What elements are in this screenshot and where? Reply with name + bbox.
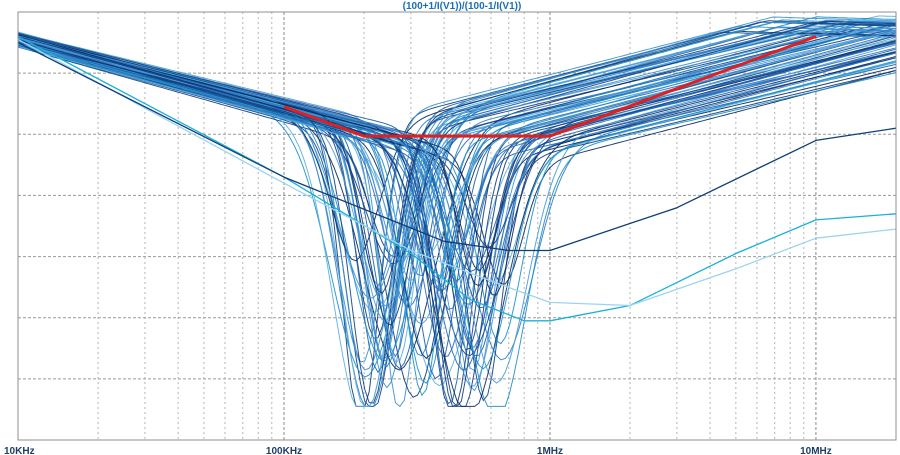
family-curve	[17, 30, 897, 264]
family-curve	[17, 22, 897, 404]
family-curve	[17, 35, 897, 384]
family-curve	[17, 39, 897, 407]
family-curve	[17, 43, 897, 370]
x-tick-label: 10MHz	[800, 446, 832, 455]
curve-family	[17, 15, 897, 408]
family-curve	[17, 34, 897, 407]
limit-line	[283, 35, 817, 138]
family-curve	[17, 46, 897, 249]
family-curve	[17, 20, 897, 294]
plot-area-border	[17, 11, 897, 441]
x-tick-label: 10KHz	[4, 446, 35, 455]
chart-title: (100+1/I(V1))/(100-1/I(V1))	[403, 1, 522, 12]
x-tick-label: 1MHz	[537, 446, 563, 455]
family-curve	[17, 30, 897, 260]
family-curve	[17, 43, 897, 407]
family-curve	[17, 32, 897, 281]
outlier-curve	[17, 35, 897, 322]
outlier-curve	[17, 38, 897, 307]
family-curve	[17, 27, 897, 307]
x-axis-tick-labels: 10KHz 100KHz 1MHz 10MHz	[4, 446, 832, 455]
x-tick-label: 100KHz	[266, 446, 302, 455]
outlier-curves	[17, 35, 897, 322]
family-curve	[17, 20, 897, 326]
outlier-curve	[17, 42, 897, 252]
family-curve	[17, 19, 897, 362]
